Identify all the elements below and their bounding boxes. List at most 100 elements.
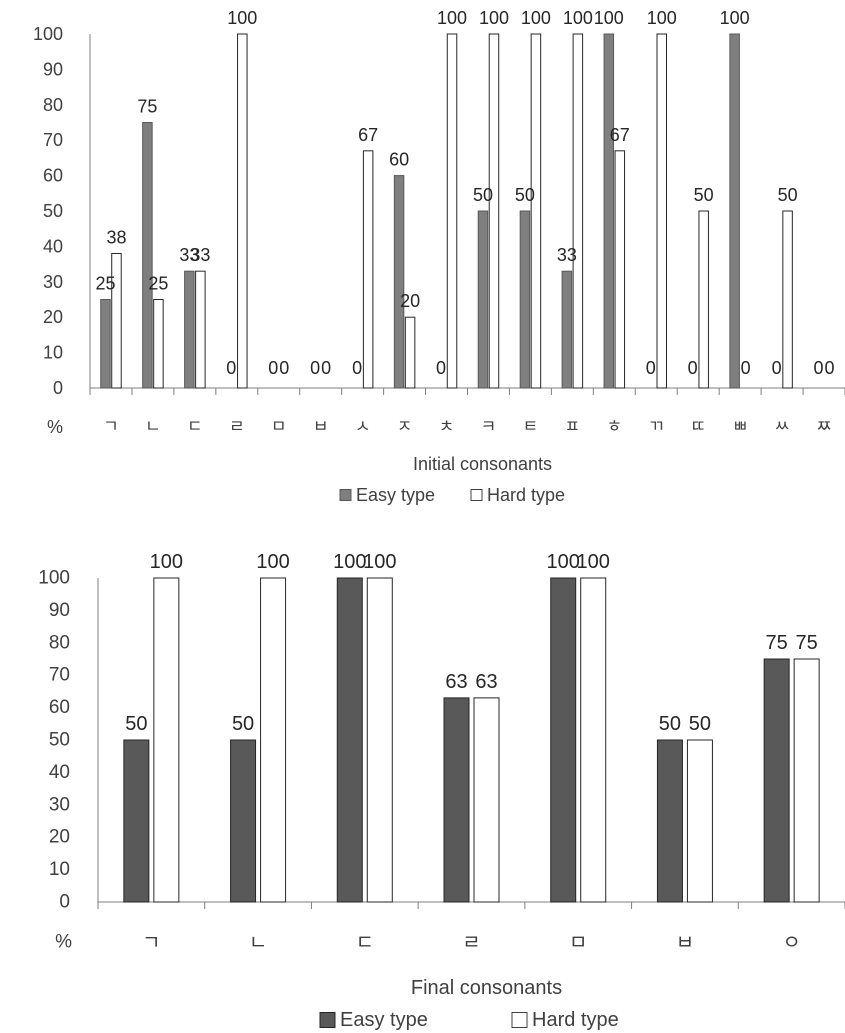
bar-easy-type (184, 270, 195, 389)
bar-hard-type (698, 210, 709, 389)
bar-easy-type (519, 210, 531, 389)
final-consonants-chart: 0 10 20 30 40 50 60 70 80 90 100% ㄱ ㄴ ㄷ ㄹ ㅁ ㅂ ㅇ 50 100 50 100… (38, 551, 845, 1031)
data-label-hard-type: 100 (256, 551, 289, 573)
data-label-hard-type: 100 (647, 8, 677, 28)
category-label: ㄹ (462, 930, 480, 954)
data-label-hard-type: 100 (227, 8, 257, 28)
category-label: ㄸ (690, 417, 706, 437)
y-tick-label: 30 (49, 794, 70, 815)
y-tick-label: 50 (49, 730, 70, 751)
category-label: ㅃ (732, 417, 748, 437)
y-tick-label: 70 (49, 665, 70, 686)
data-label-easy-type: 50 (232, 713, 254, 735)
bar-hard-type (260, 577, 287, 903)
bar-hard-type (404, 316, 416, 389)
category-label: ㅅ (355, 417, 371, 437)
data-label-easy-type: 50 (125, 713, 147, 735)
data-label-hard-type: 100 (521, 8, 551, 28)
category-label: ㄹ (229, 417, 245, 437)
data-label-easy-type: 100 (594, 8, 624, 28)
bar-easy-type (336, 577, 363, 903)
bar-easy-type (123, 739, 150, 903)
data-label-hard-type: 100 (150, 551, 183, 573)
y-tick-label: 70 (43, 130, 63, 150)
bar-hard-type (793, 658, 820, 903)
data-label-easy-type: 0 (772, 358, 782, 378)
bar-hard-type (782, 210, 793, 389)
data-label-easy-type: 0 (310, 358, 320, 378)
category-label: ㅌ (523, 417, 539, 437)
data-label-hard-type: 50 (778, 185, 798, 205)
category-label: ㄴ (145, 417, 161, 437)
data-label-easy-type: 100 (547, 551, 580, 573)
category-label: ㅇ (782, 930, 800, 954)
y-tick-label: 40 (43, 236, 63, 256)
data-label-hard-type: 50 (689, 713, 711, 735)
bar-hard-type (488, 33, 500, 389)
data-label-easy-type: 0 (436, 358, 446, 378)
bar-hard-type (686, 739, 713, 903)
data-label-hard-type: 67 (358, 125, 378, 145)
bar-hard-type (153, 299, 164, 389)
bar-hard-type (656, 33, 667, 389)
y-tick-label: 0 (59, 892, 70, 913)
category-label: ㄲ (648, 417, 664, 437)
bar-hard-type (366, 577, 393, 903)
y-tick-label: 90 (49, 600, 70, 621)
data-label-hard-type: 75 (796, 632, 818, 654)
legend-label-hard-type: Hard type (487, 485, 565, 505)
category-label: ㄱ (103, 417, 119, 437)
legend-swatch-hard-type (511, 1012, 528, 1028)
x-axis-title: Final consonants (411, 977, 562, 999)
category-label: ㄱ (142, 930, 160, 954)
data-label-hard-type: 38 (106, 227, 126, 247)
y-tick-label: 10 (49, 859, 70, 880)
category-label: ㄷ (356, 930, 374, 954)
data-label-easy-type: 75 (766, 632, 788, 654)
data-label-easy-type: 25 (95, 274, 115, 294)
bar-hard-type (111, 252, 122, 389)
category-label: ㄴ (249, 930, 267, 954)
unit-label: % (55, 932, 72, 953)
bar-easy-type (100, 299, 111, 389)
data-label-easy-type: 50 (515, 185, 535, 205)
bar-hard-type (473, 697, 500, 903)
bar-easy-type (603, 33, 615, 389)
data-label-easy-type: 0 (268, 358, 278, 378)
legend-swatch-easy-type (339, 489, 352, 501)
category-label: ㅆ (774, 417, 790, 437)
bar-easy-type (550, 577, 577, 903)
legend-label-easy-type: Easy type (356, 485, 435, 505)
data-label-easy-type: 33 (179, 245, 199, 265)
data-label-hard-type: 0 (825, 358, 835, 378)
data-label-hard-type: 0 (741, 358, 751, 378)
data-label-easy-type: 0 (688, 358, 698, 378)
data-label-hard-type: 63 (475, 671, 497, 693)
data-label-easy-type: 50 (659, 713, 681, 735)
category-label: ㅁ (569, 930, 587, 954)
y-tick-label: 100 (33, 24, 63, 44)
data-label-easy-type: 100 (333, 551, 366, 573)
legend-label-easy-type: Easy type (340, 1009, 428, 1031)
category-label: ㅍ (565, 417, 581, 437)
bar-easy-type (443, 697, 470, 903)
category-label: ㅂ (313, 417, 329, 437)
data-label-hard-type: 0 (279, 358, 289, 378)
y-tick-label: 30 (43, 272, 63, 292)
y-tick-label: 10 (43, 343, 63, 363)
bar-easy-type (656, 739, 683, 903)
data-label-easy-type: 0 (814, 358, 824, 378)
data-label-easy-type: 50 (473, 185, 493, 205)
y-tick-label: 100 (38, 568, 70, 589)
data-label-hard-type: 25 (148, 274, 168, 294)
category-label: ㅉ (816, 417, 832, 437)
y-tick-label: 60 (49, 697, 70, 718)
data-label-easy-type: 33 (557, 245, 577, 265)
y-tick-label: 0 (53, 378, 63, 398)
bar-easy-type (393, 175, 405, 389)
data-label-easy-type: 60 (389, 150, 409, 170)
data-label-hard-type: 100 (563, 8, 593, 28)
data-label-hard-type: 20 (400, 291, 420, 311)
y-tick-label: 20 (49, 827, 70, 848)
data-label-hard-type: 50 (694, 185, 714, 205)
